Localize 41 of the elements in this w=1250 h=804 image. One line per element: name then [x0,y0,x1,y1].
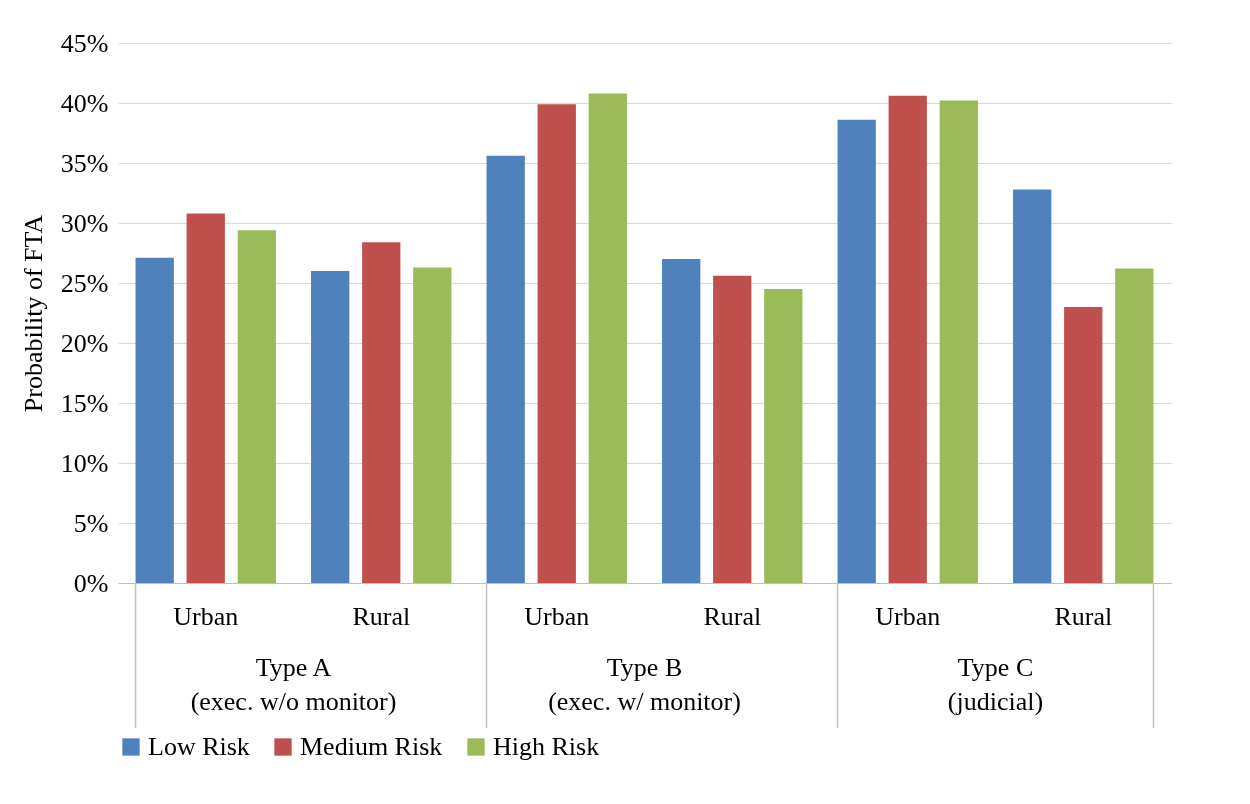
bar [588,93,627,583]
x-tick-label: Rural [703,601,762,631]
x-tick-label: Urban [524,601,590,631]
legend-label: High Risk [493,732,600,761]
bar [135,257,174,583]
bar [311,271,350,583]
legend-label: Medium Risk [300,732,443,761]
y-tick-label: 5% [73,508,109,538]
bar [413,267,452,583]
x-tick-label: Urban [875,601,941,631]
y-tick-label: 30% [60,208,109,238]
text: Type A (exec. w/o monitor) [190,653,397,716]
x-tick-label: Rural [1054,601,1113,631]
bar [764,289,803,583]
bar [662,259,701,583]
bar [713,275,752,583]
y-tick-label: 20% [60,328,109,358]
bar [939,100,978,583]
bar [537,104,576,583]
bar [837,119,876,583]
bar [237,230,276,583]
text: Type B (exec. w/ monitor) [548,653,741,716]
x-tick-label: Rural [352,601,411,631]
legend-label: Low Risk [148,732,250,761]
y-tick-label: 10% [60,448,109,478]
text: Type C (judicial) [947,653,1044,716]
bar [888,95,927,583]
bar [1013,189,1052,583]
y-tick-label: 40% [60,88,109,118]
x-tick-label: Urban [173,601,239,631]
bar [486,155,525,583]
y-tick-label: 0% [73,568,109,598]
y-tick-label: 35% [60,148,109,178]
y-axis-title: Probability of FTA [18,214,48,413]
y-tick-label: 45% [60,28,109,58]
y-tick-label: 15% [60,388,109,418]
bar [1064,307,1103,583]
y-tick-label: 25% [60,268,109,298]
bar [1115,268,1154,583]
bar [362,242,401,583]
bar [186,213,225,583]
